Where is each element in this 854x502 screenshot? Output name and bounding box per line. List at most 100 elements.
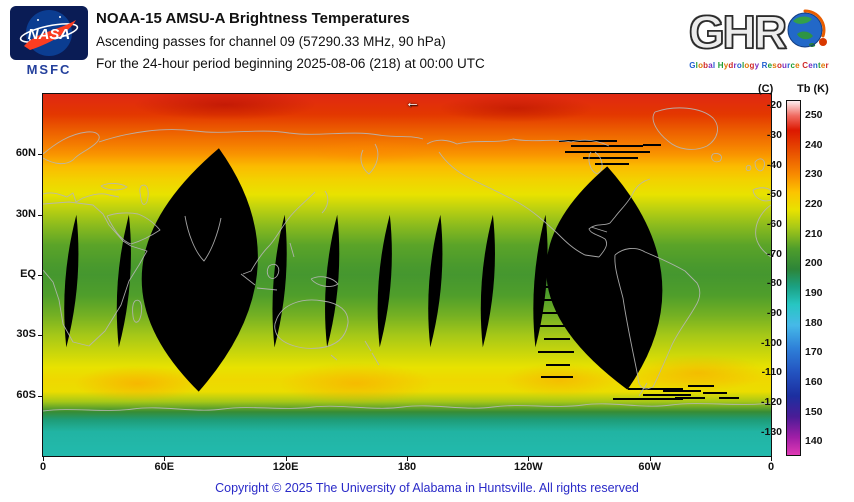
colorbar-c-tick-label: -70 — [766, 247, 782, 260]
colorbar-gradient — [786, 100, 801, 456]
lon-tick — [771, 457, 772, 461]
ghrc-letters: GHR — [688, 6, 788, 58]
ghrc-logo: GHR Global Hydrology Resource Center — [670, 4, 848, 70]
colorbar-c-tick-label: -50 — [766, 188, 782, 201]
data-gap-scanline-dash — [538, 351, 574, 353]
lat-tick — [38, 275, 42, 276]
lon-tick — [43, 457, 44, 461]
data-gap-scanline-dash — [559, 140, 617, 142]
colorbar-c-tick-label: -40 — [766, 158, 782, 171]
data-gap-scanline-dash — [542, 312, 570, 314]
colorbar-c-tick-label: -110 — [761, 366, 782, 379]
data-gap-scanline-dash — [643, 144, 661, 146]
data-gap-scanline-dash — [719, 397, 739, 399]
colorbar-c-tick-label: -20 — [766, 99, 782, 112]
colorbar-k-tick-label: 230 — [805, 168, 823, 181]
lon-label: 180 — [397, 461, 417, 473]
colorbar-c-tick-label: -60 — [766, 218, 782, 231]
lon-tick — [528, 457, 530, 461]
data-gap-scanline-dash — [571, 145, 643, 147]
colorbar-k-tick-label: 210 — [805, 227, 823, 240]
colorbar-k-tick-label: 190 — [805, 286, 823, 299]
colorbar-c-tick-label: -30 — [766, 129, 782, 142]
msfc-label: MSFC — [26, 62, 72, 77]
colorbar-k-tick-label: 200 — [805, 257, 823, 270]
colorbar-k-tick-label: 220 — [805, 197, 823, 210]
lat-label: 30S — [16, 328, 36, 341]
colorbar-celsius-labels: -20 -30 -40 -50 -60 -70 -80 -90 -100 -110 -120 -130 — [748, 99, 782, 456]
colorbar-k-tick-label: 150 — [805, 405, 823, 418]
colorbar-c-tick-label: -90 — [766, 307, 782, 320]
data-gap-wide-swath — [141, 148, 258, 392]
lon-label: 60W — [638, 461, 661, 473]
lat-tick — [38, 154, 42, 156]
lon-label: 0 — [39, 461, 47, 473]
data-gap-scanline-dash — [541, 376, 573, 378]
coastlines-layer — [43, 107, 771, 412]
lat-label: 60N — [15, 147, 36, 160]
coastline-old-world — [43, 129, 424, 366]
svg-text:NASA: NASA — [28, 26, 71, 43]
colorbar-k-tick-label: 170 — [805, 346, 823, 359]
data-gap-scanline-dash — [546, 364, 570, 366]
data-gap-scanline-dash — [544, 338, 570, 340]
nasa-logo: NASA MSFC — [10, 6, 88, 77]
subtitle-period: For the 24-hour period beginning 2025-08… — [96, 56, 485, 71]
lon-label: 120W — [513, 461, 543, 473]
colorbar-c-tick-label: -130 — [760, 425, 782, 438]
lon-label: 120E — [272, 461, 299, 473]
colorbar-k-tick-label: 240 — [805, 138, 823, 151]
data-gap-scanline-dash — [703, 392, 727, 394]
lat-tick — [38, 335, 42, 337]
data-gap-scanline-dash — [675, 397, 705, 399]
ghrc-tagline: Global Hydrology Resource Center — [689, 61, 829, 70]
data-gap-swath — [428, 214, 443, 348]
scan-direction-arrow: ← — [405, 94, 420, 111]
data-gap-scanline-dash — [595, 163, 629, 165]
coastline-new-world — [43, 107, 771, 412]
data-gap-scanline-dash — [613, 398, 683, 400]
nasa-insignia: NASA — [10, 6, 88, 60]
subtitle-channel: Ascending passes for channel 09 (57290.3… — [96, 34, 446, 49]
lat-label: 60S — [16, 388, 36, 401]
colorbar-title-kelvin: Tb (K) — [797, 83, 829, 95]
data-gap-swath — [64, 214, 79, 348]
data-gaps-layer — [64, 140, 739, 400]
colorbar-k-tick-label: 180 — [805, 316, 823, 329]
data-gap-scanline-dash — [565, 151, 650, 153]
data-gap-swath — [480, 214, 495, 348]
data-gap-scanline-dash — [536, 325, 576, 327]
map-overlay-svg — [43, 107, 771, 412]
lat-tick — [38, 395, 42, 397]
data-gap-swath — [272, 214, 287, 348]
colorbar-kelvin-labels: 250 240 230 220 210 200 190 180 170 160 150 140 — [805, 100, 839, 456]
data-gap-scanline-dash — [534, 299, 570, 301]
colorbar-c-tick-label: -100 — [760, 336, 782, 349]
colorbar-k-tick-label: 140 — [805, 435, 823, 448]
data-gap-scanline-dash — [663, 390, 701, 392]
lat-tick — [38, 214, 42, 216]
data-gap-swath — [116, 214, 131, 348]
data-gap-scanline-dash — [628, 388, 683, 390]
title-block: NOAA-15 AMSU-A Brightness Temperatures A… — [96, 10, 485, 71]
lon-tick — [649, 457, 651, 461]
data-gap-swath — [377, 214, 392, 348]
page-title: NOAA-15 AMSU-A Brightness Temperatures — [96, 10, 410, 27]
ghrc-letters-row: GHR — [670, 4, 848, 60]
lat-label: 30N — [15, 207, 36, 220]
copyright: Copyright © 2025 The University of Alaba… — [215, 481, 639, 495]
data-gap-wide-swath — [546, 166, 663, 390]
lon-label: 60E — [154, 461, 175, 473]
colorbar-c-tick-label: -80 — [766, 277, 782, 290]
map-canvas: ← — [42, 93, 772, 457]
colorbar-k-tick-label: 160 — [805, 375, 823, 388]
colorbar-title-celsius: (C) — [758, 83, 774, 95]
lon-tick — [285, 457, 287, 461]
lat-label: EQ — [20, 268, 36, 280]
colorbar-c-tick-label: -120 — [760, 396, 782, 409]
colorbar-k-tick-label: 250 — [805, 108, 823, 121]
data-gap-swath — [533, 214, 548, 348]
ghrc-globe-icon — [785, 8, 829, 56]
data-gap-scanline-dash — [643, 394, 691, 396]
